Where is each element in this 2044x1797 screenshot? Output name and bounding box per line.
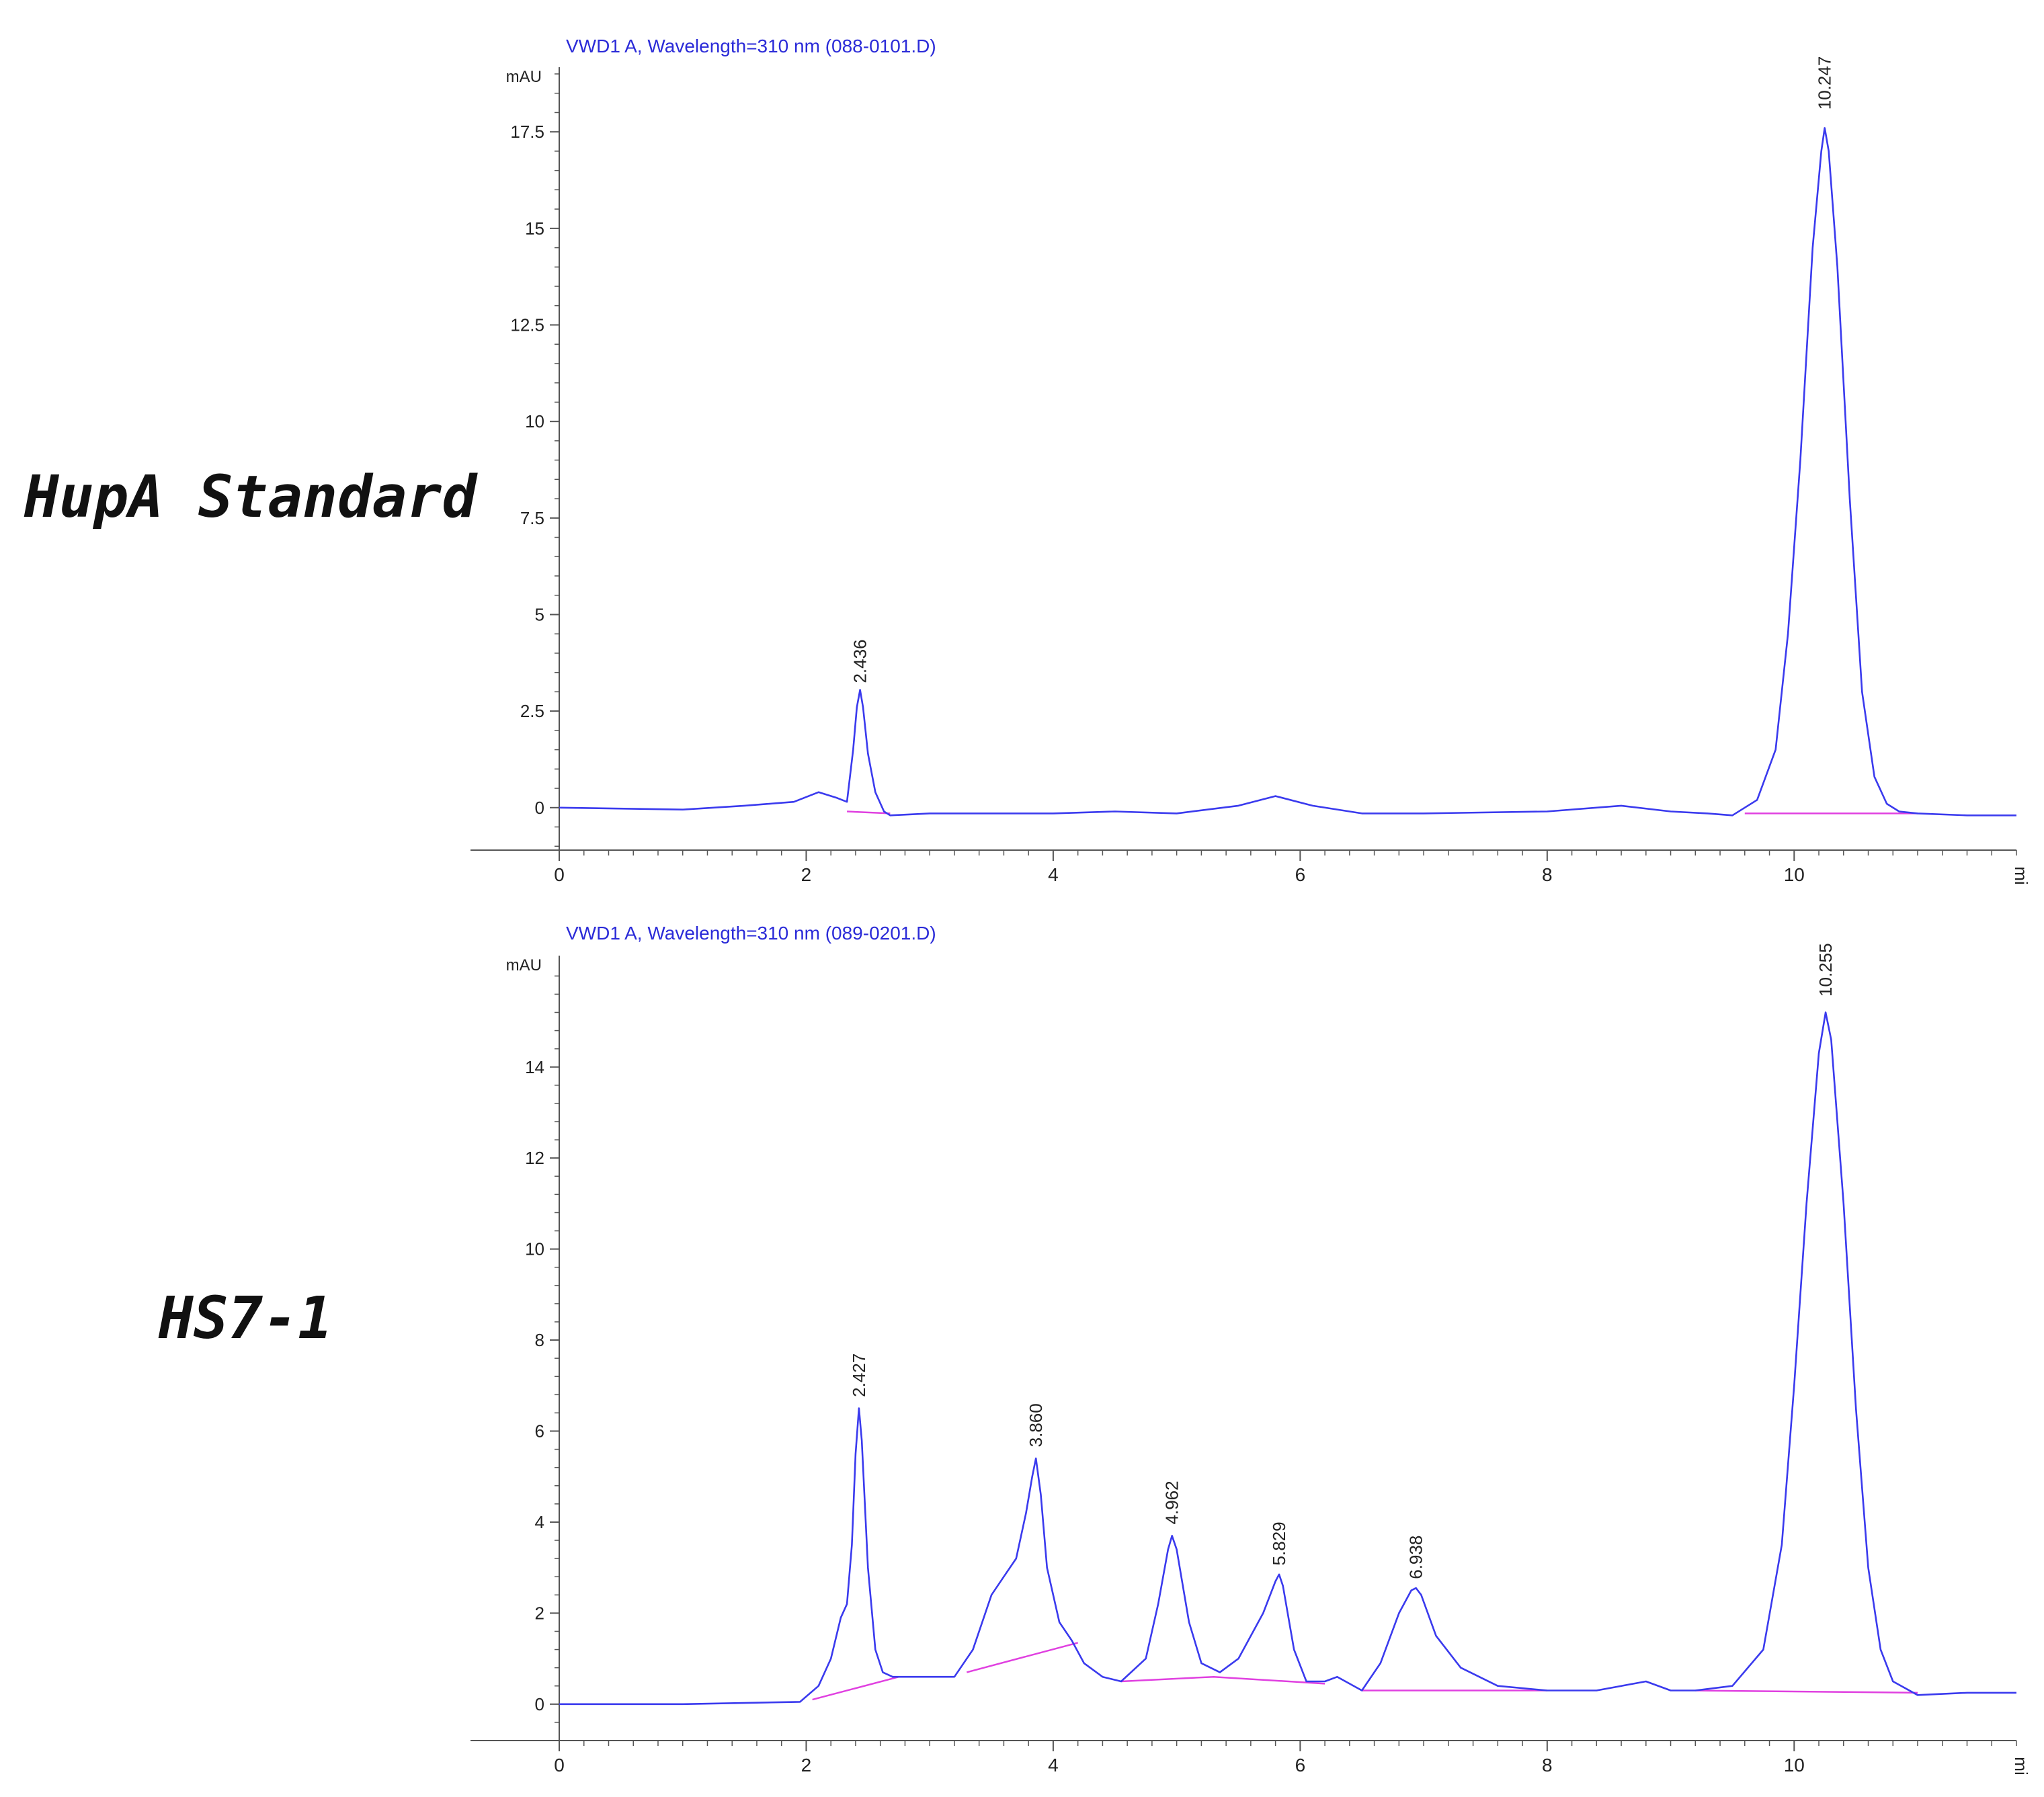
sample-label-hupa-standard: HupA Standard xyxy=(24,464,477,531)
panel-bottom-baseline-segment xyxy=(812,1675,899,1701)
panel-bottom-x-tick-label: 8 xyxy=(1542,1755,1553,1775)
panel-bottom-baseline-segment xyxy=(1695,1689,1918,1694)
panel-bottom-y-tick-label: 14 xyxy=(525,1057,544,1077)
panel-top-peak-label: 2.436 xyxy=(850,639,870,683)
panel-top-x-tick-label: 10 xyxy=(1784,864,1805,885)
panel-bottom-baseline-segment xyxy=(1120,1675,1325,1685)
panel-bottom-y-tick-label: 12 xyxy=(525,1148,544,1168)
panel-top-y-tick-label: 2.5 xyxy=(520,701,544,721)
panel-top-x-tick-label: 2 xyxy=(801,864,812,885)
panel-top-y-tick-label: 0 xyxy=(535,798,544,818)
panel-bottom-peak-label: 10.255 xyxy=(1815,943,1836,997)
panel-bottom-x-tick-label: 6 xyxy=(1295,1755,1306,1775)
panel-bottom-y-unit-label: mAU xyxy=(506,956,542,974)
panel-top-peak-label: 10.247 xyxy=(1815,56,1835,110)
panel-bottom-x-unit-label: mi xyxy=(2011,1757,2031,1775)
panel-bottom-trace-line xyxy=(559,1011,2016,1706)
panel-bottom-title: VWD1 A, Wavelength=310 nm (089-0201.D) xyxy=(566,923,936,944)
panel-top-x-unit-label: mi xyxy=(2011,866,2031,884)
panel-top-trace-line xyxy=(559,127,2016,817)
panel-bottom-y-tick-label: 2 xyxy=(535,1603,544,1623)
panel-bottom-x-tick-label: 10 xyxy=(1784,1755,1805,1775)
panel-top-x-tick-label: 4 xyxy=(1048,864,1059,885)
panel-top-y-tick-label: 7.5 xyxy=(520,508,544,528)
panel-bottom-peak-label: 2.427 xyxy=(849,1353,869,1397)
panel-bottom-y-tick-label: 6 xyxy=(535,1421,544,1441)
panel-top-x-tick-label: 6 xyxy=(1295,864,1306,885)
panel-bottom-x-tick-label: 0 xyxy=(554,1755,565,1775)
panel-top-x-tick-label: 8 xyxy=(1542,864,1553,885)
panel-top-y-unit-label: mAU xyxy=(506,68,542,86)
panel-bottom-x-tick-label: 2 xyxy=(801,1755,812,1775)
panel-top-title: VWD1 A, Wavelength=310 nm (088-0101.D) xyxy=(566,36,936,56)
panel-bottom-baseline-segment xyxy=(966,1642,1078,1673)
panel-top-y-tick-label: 17.5 xyxy=(510,122,544,142)
panel-bottom-y-tick-label: 10 xyxy=(525,1239,544,1259)
panel-bottom-x-tick-label: 4 xyxy=(1048,1755,1059,1775)
panel-top-y-tick-label: 10 xyxy=(525,411,544,431)
panel-bottom-y-tick-label: 0 xyxy=(535,1694,544,1714)
panel-top-x-tick-label: 0 xyxy=(554,864,565,885)
panel-bottom-peak-label: 6.938 xyxy=(1406,1536,1426,1579)
panel-bottom-peak-label: 5.829 xyxy=(1269,1521,1289,1565)
sample-label-hs7-1: HS7-1 xyxy=(159,1285,333,1352)
panel-top-y-tick-label: 12.5 xyxy=(510,315,544,335)
panel-top-y-tick-label: 15 xyxy=(525,218,544,239)
panel-top-y-tick-label: 5 xyxy=(535,604,544,624)
panel-bottom-y-tick-label: 4 xyxy=(535,1512,544,1532)
panel-top-baseline-segment xyxy=(847,810,891,814)
panel-bottom-peak-label: 4.962 xyxy=(1162,1480,1182,1524)
panel-bottom-y-tick-label: 8 xyxy=(535,1330,544,1350)
panel-bottom-peak-label: 3.860 xyxy=(1026,1403,1046,1447)
